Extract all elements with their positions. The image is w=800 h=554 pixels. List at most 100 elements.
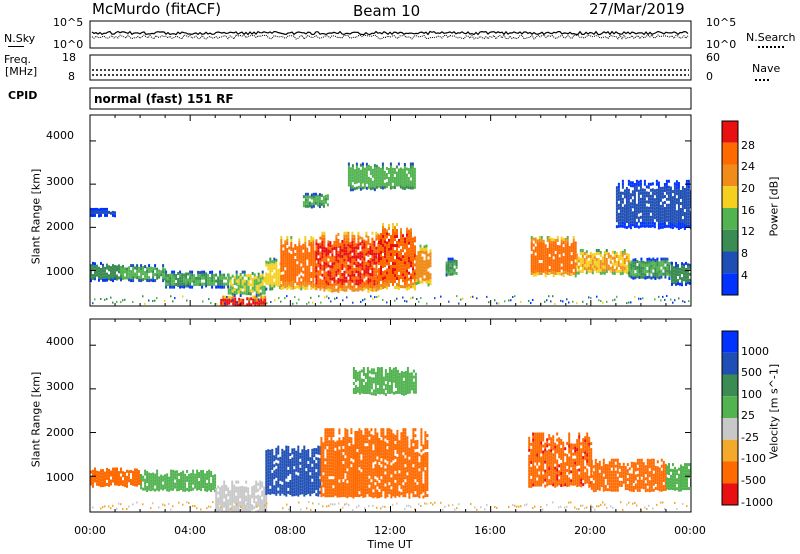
heatmap-cell <box>213 276 216 280</box>
heatmap-cell <box>659 192 662 196</box>
heatmap-cell <box>585 265 588 269</box>
heatmap-cell <box>405 176 408 180</box>
heatmap-cell <box>629 181 632 185</box>
heatmap-cell <box>619 203 622 207</box>
heatmap-cell <box>409 168 412 172</box>
heatmap-cell <box>568 263 571 267</box>
heatmap-cell <box>354 494 357 497</box>
heatmap-cell <box>394 268 396 272</box>
heatmap-cell <box>253 494 256 498</box>
heatmap-cell <box>534 273 537 277</box>
heatmap-cell <box>341 255 344 258</box>
heatmap-cell <box>366 476 369 480</box>
heatmap-cell <box>669 192 672 196</box>
heatmap-cell <box>327 285 330 289</box>
heatmap-cell <box>361 165 364 169</box>
heatmap-cell <box>328 443 331 447</box>
heatmap-cell <box>675 210 678 214</box>
heatmap-cell <box>267 488 270 492</box>
heatmap-cell <box>112 301 114 304</box>
heatmap-cell <box>372 450 375 454</box>
heatmap-cell <box>400 285 402 289</box>
heatmap-cell <box>301 488 304 492</box>
heatmap-cell <box>689 193 691 197</box>
heatmap-cell <box>351 264 354 268</box>
heatmap-cell <box>122 299 124 302</box>
heatmap-cell <box>128 266 131 270</box>
heatmap-cell <box>287 481 290 485</box>
heatmap-cell <box>358 440 361 444</box>
heatmap-cell <box>363 281 366 285</box>
heatmap-cell <box>367 262 370 266</box>
heatmap-cell <box>378 244 380 247</box>
heatmap-cell <box>346 432 349 436</box>
heatmap-cell <box>152 475 155 479</box>
heatmap-cell <box>675 192 678 196</box>
heatmap-cell <box>362 488 365 492</box>
heatmap-cell <box>389 171 392 175</box>
heatmap-cell <box>681 283 683 287</box>
heatmap-cell <box>412 264 414 268</box>
heatmap-cell <box>237 281 240 285</box>
heatmap-cell <box>234 303 237 306</box>
heatmap-cell <box>410 273 412 277</box>
heatmap-cell <box>321 252 324 256</box>
heatmap-cell <box>556 236 559 239</box>
heatmap-cell <box>617 221 620 225</box>
heatmap-cell <box>415 258 418 262</box>
heatmap-cell <box>388 265 390 269</box>
heatmap-cell <box>687 209 690 213</box>
heatmap-cell <box>184 482 187 486</box>
heatmap-cell <box>369 172 372 176</box>
heatmap-cell <box>354 452 357 455</box>
heatmap-cell <box>297 463 300 467</box>
heatmap-cell <box>219 508 222 512</box>
heatmap-cell <box>191 285 194 289</box>
heatmap-cell <box>370 461 373 465</box>
heatmap-cell <box>261 502 264 506</box>
heatmap-cell <box>265 468 268 472</box>
heatmap-cell <box>152 273 155 277</box>
heatmap-cell <box>265 483 268 487</box>
heatmap-cell <box>330 491 333 495</box>
heatmap-cell <box>302 285 305 289</box>
heatmap-cell <box>360 460 363 464</box>
heatmap-cell <box>683 266 685 270</box>
heatmap-cell <box>112 264 114 268</box>
heatmap-cell <box>265 492 268 496</box>
heatmap-cell <box>140 267 143 271</box>
heatmap-cell <box>136 270 139 274</box>
heatmap-cell <box>249 283 252 287</box>
heatmap-cell <box>667 203 670 207</box>
heatmap-cell <box>325 283 328 287</box>
heatmap-cell <box>661 189 664 193</box>
heatmap-cell <box>223 501 226 505</box>
heatmap-cell <box>349 266 352 269</box>
heatmap-cell <box>386 229 388 233</box>
heatmap-cell <box>615 260 618 264</box>
heatmap-cell <box>617 185 620 189</box>
heatmap-cell <box>651 218 654 222</box>
heatmap-cell <box>247 280 250 283</box>
heatmap-cell <box>358 428 361 432</box>
heatmap-cell <box>375 234 378 238</box>
heatmap-cell <box>350 494 353 498</box>
heatmap-cell <box>377 169 380 173</box>
heatmap-cell <box>202 300 204 303</box>
heatmap-cell <box>100 478 102 482</box>
heatmap-cell <box>212 475 215 479</box>
heatmap-cell <box>641 215 644 219</box>
heatmap-cell <box>112 267 114 271</box>
heatmap-cell <box>581 264 584 267</box>
heatmap-cell <box>262 301 265 305</box>
heatmap-cell <box>392 283 394 286</box>
heatmap-cell <box>371 255 374 259</box>
heatmap-cell <box>292 253 295 257</box>
heatmap-cell <box>252 295 255 299</box>
heatmap-cell <box>402 240 404 244</box>
heatmap-cell <box>305 462 308 466</box>
heatmap-cell <box>269 461 272 465</box>
heatmap-cell <box>304 245 307 248</box>
heatmap-cell <box>356 458 359 461</box>
heatmap-cell <box>617 182 620 186</box>
